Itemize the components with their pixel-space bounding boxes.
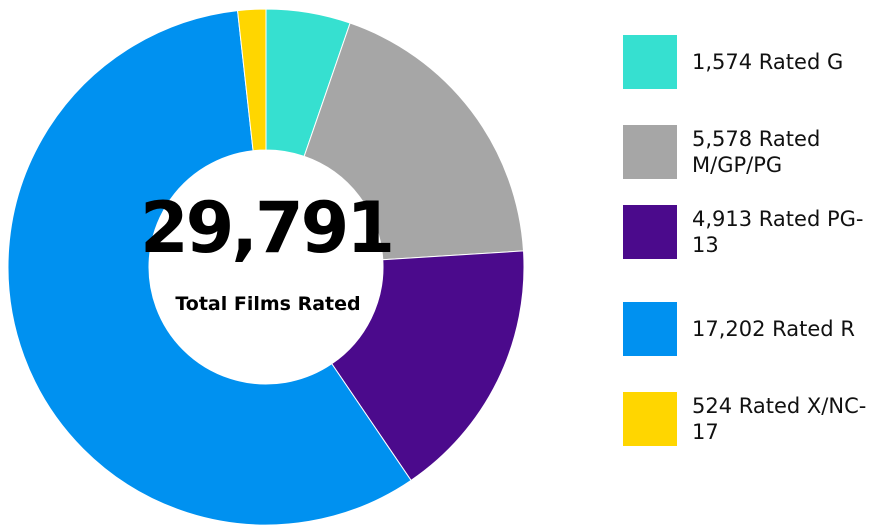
legend-label: 524 Rated X/NC-17: [692, 394, 867, 444]
legend-label: 5,578 Rated M/GP/PG: [692, 127, 821, 177]
legend-swatch: [623, 205, 677, 259]
legend-label: 4,913 Rated PG-13: [692, 207, 864, 257]
legend-swatch: [623, 392, 677, 446]
legend-swatch: [623, 125, 677, 179]
legend-item: 4,913 Rated PG-13: [623, 205, 887, 259]
legend-item: 5,578 Rated M/GP/PG: [623, 125, 887, 179]
slice: [7, 10, 412, 525]
legend-item: 524 Rated X/NC-17: [623, 392, 887, 446]
slices: [7, 8, 525, 525]
chart: 29,791 Total Films Rated: [7, 8, 525, 525]
slice: [236, 8, 267, 152]
legend-swatch: [623, 35, 677, 89]
slice: [331, 250, 525, 482]
legend-swatch: [623, 302, 677, 356]
legend-item: 1,574 Rated G: [623, 35, 887, 89]
legend-item: 17,202 Rated R: [623, 302, 887, 356]
slice: [303, 22, 525, 261]
legend-label: 1,574 Rated G: [692, 50, 844, 74]
legend-label: 17,202 Rated R: [692, 317, 855, 341]
center-label: 29,791: [140, 187, 392, 269]
center-caption: Total Films Rated: [175, 293, 360, 315]
